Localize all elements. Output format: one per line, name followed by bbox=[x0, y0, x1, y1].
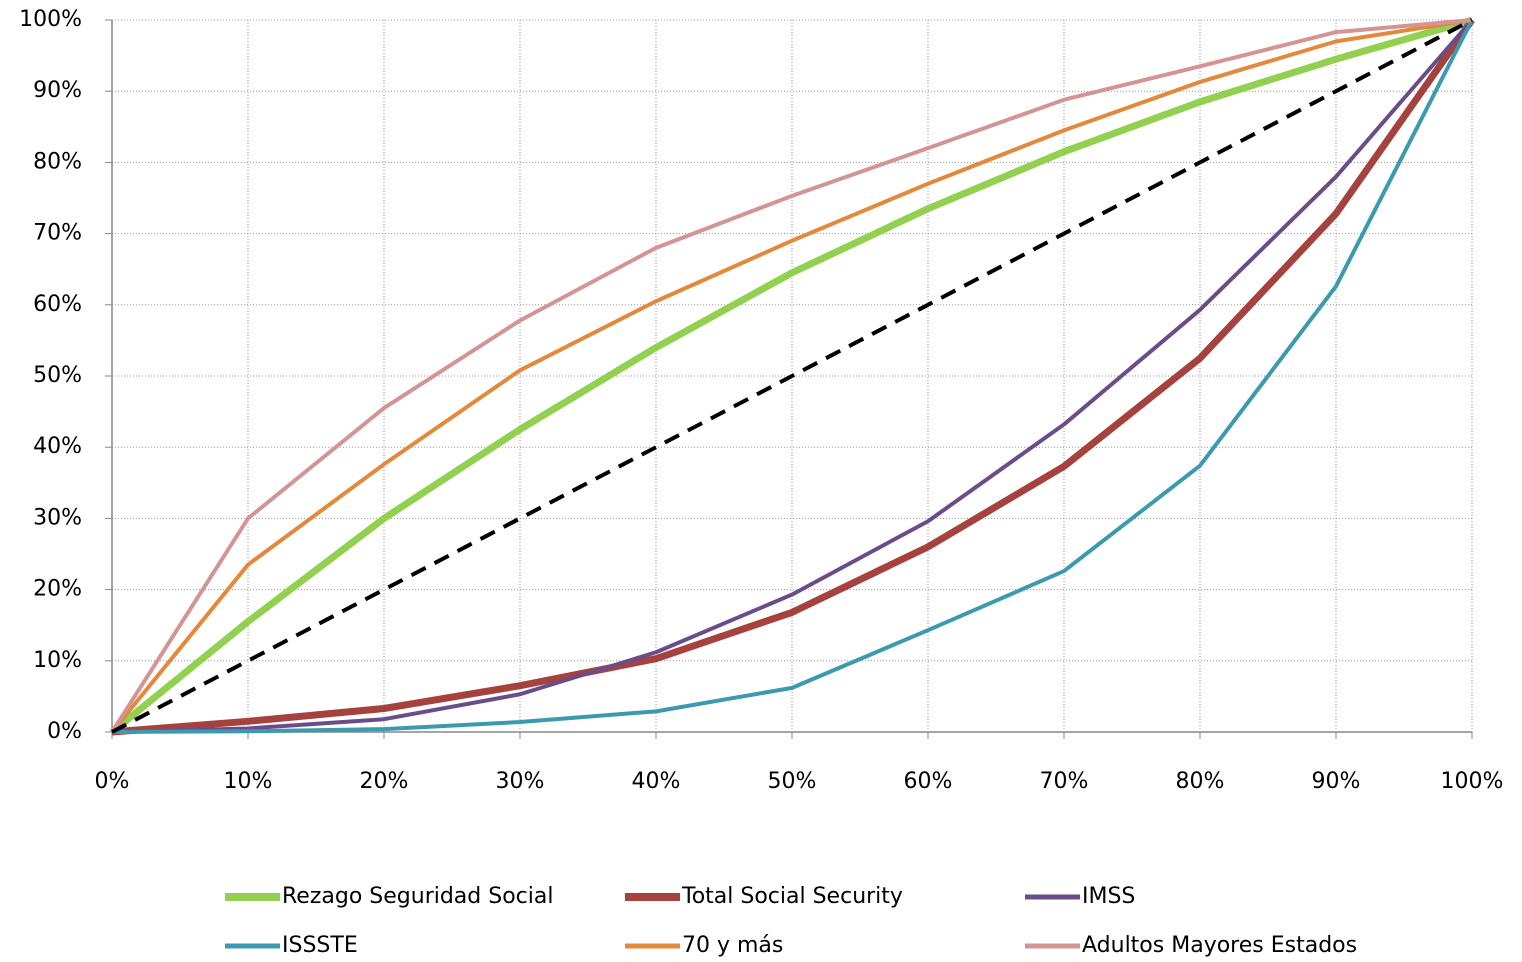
x-tick-label: 30% bbox=[496, 769, 545, 794]
legend-label: 70 y más bbox=[682, 933, 783, 958]
series-line bbox=[111, 18, 1474, 734]
series-line bbox=[111, 19, 1474, 734]
series-line bbox=[109, 16, 1473, 735]
x-tick-label: 0% bbox=[95, 769, 130, 794]
y-tick-label: 90% bbox=[33, 78, 82, 103]
legend-label: IMSS bbox=[1082, 884, 1135, 909]
y-tick-label: 20% bbox=[33, 577, 82, 602]
series-line bbox=[111, 17, 1475, 736]
series-line bbox=[110, 18, 1473, 734]
x-tick-label: 60% bbox=[904, 769, 953, 794]
x-tick-label: 80% bbox=[1176, 769, 1225, 794]
y-tick-label: 80% bbox=[33, 149, 82, 174]
equality-line bbox=[111, 18, 1473, 734]
x-tick-label: 50% bbox=[768, 769, 817, 794]
y-tick-label: 30% bbox=[33, 505, 82, 530]
y-tick-label: 70% bbox=[33, 221, 82, 246]
x-tick-label: 10% bbox=[224, 769, 273, 794]
y-tick-label: 10% bbox=[33, 648, 82, 673]
y-tick-label: 40% bbox=[33, 434, 82, 459]
y-tick-label: 60% bbox=[33, 292, 82, 317]
y-tick-label: 50% bbox=[33, 363, 82, 388]
legend-label: ISSSTE bbox=[282, 933, 358, 958]
legend-label: Total Social Security bbox=[681, 884, 903, 909]
x-tick-label: 20% bbox=[360, 769, 409, 794]
x-tick-label: 40% bbox=[632, 769, 681, 794]
series-line bbox=[110, 18, 1473, 734]
y-tick-label: 0% bbox=[47, 719, 82, 744]
legend-label: Rezago Seguridad Social bbox=[282, 884, 553, 909]
x-tick-label: 100% bbox=[1441, 769, 1504, 794]
x-tick-label: 90% bbox=[1312, 769, 1361, 794]
legend-label: Adultos Mayores Estados bbox=[1082, 933, 1357, 958]
x-tick-label: 70% bbox=[1040, 769, 1089, 794]
y-tick-label: 100% bbox=[19, 7, 82, 32]
